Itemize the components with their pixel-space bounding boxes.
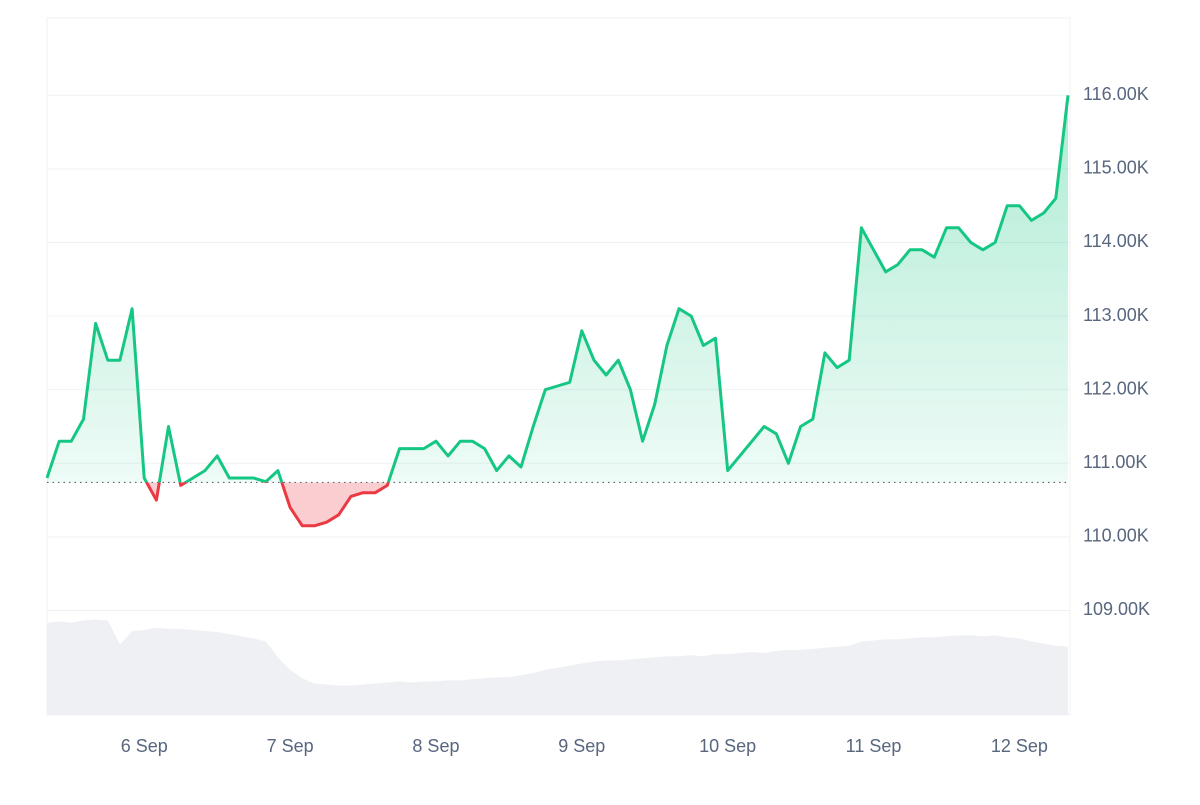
area-up [47,95,1068,483]
y-tick-label: 113.00K [1083,305,1149,325]
y-tick-label: 110.00K [1083,526,1149,546]
x-tick-label: 6 Sep [121,736,168,756]
x-tick-label: 8 Sep [412,736,459,756]
y-tick-label: 116.00K [1083,84,1149,104]
area-down [146,482,389,526]
y-tick-label: 112.00K [1083,378,1149,398]
price-line-up [45,95,1070,483]
y-tick-label: 109.00K [1083,599,1150,619]
x-tick-label: 9 Sep [558,736,605,756]
x-tick-label: 7 Sep [267,736,314,756]
x-tick-label: 10 Sep [699,736,756,756]
x-tick-label: 12 Sep [991,736,1048,756]
volume-area [47,619,1068,715]
y-tick-label: 115.00K [1083,158,1149,178]
x-tick-label: 11 Sep [846,736,902,756]
y-tick-label: 111.00K [1083,452,1147,472]
y-tick-label: 114.00K [1083,231,1149,251]
